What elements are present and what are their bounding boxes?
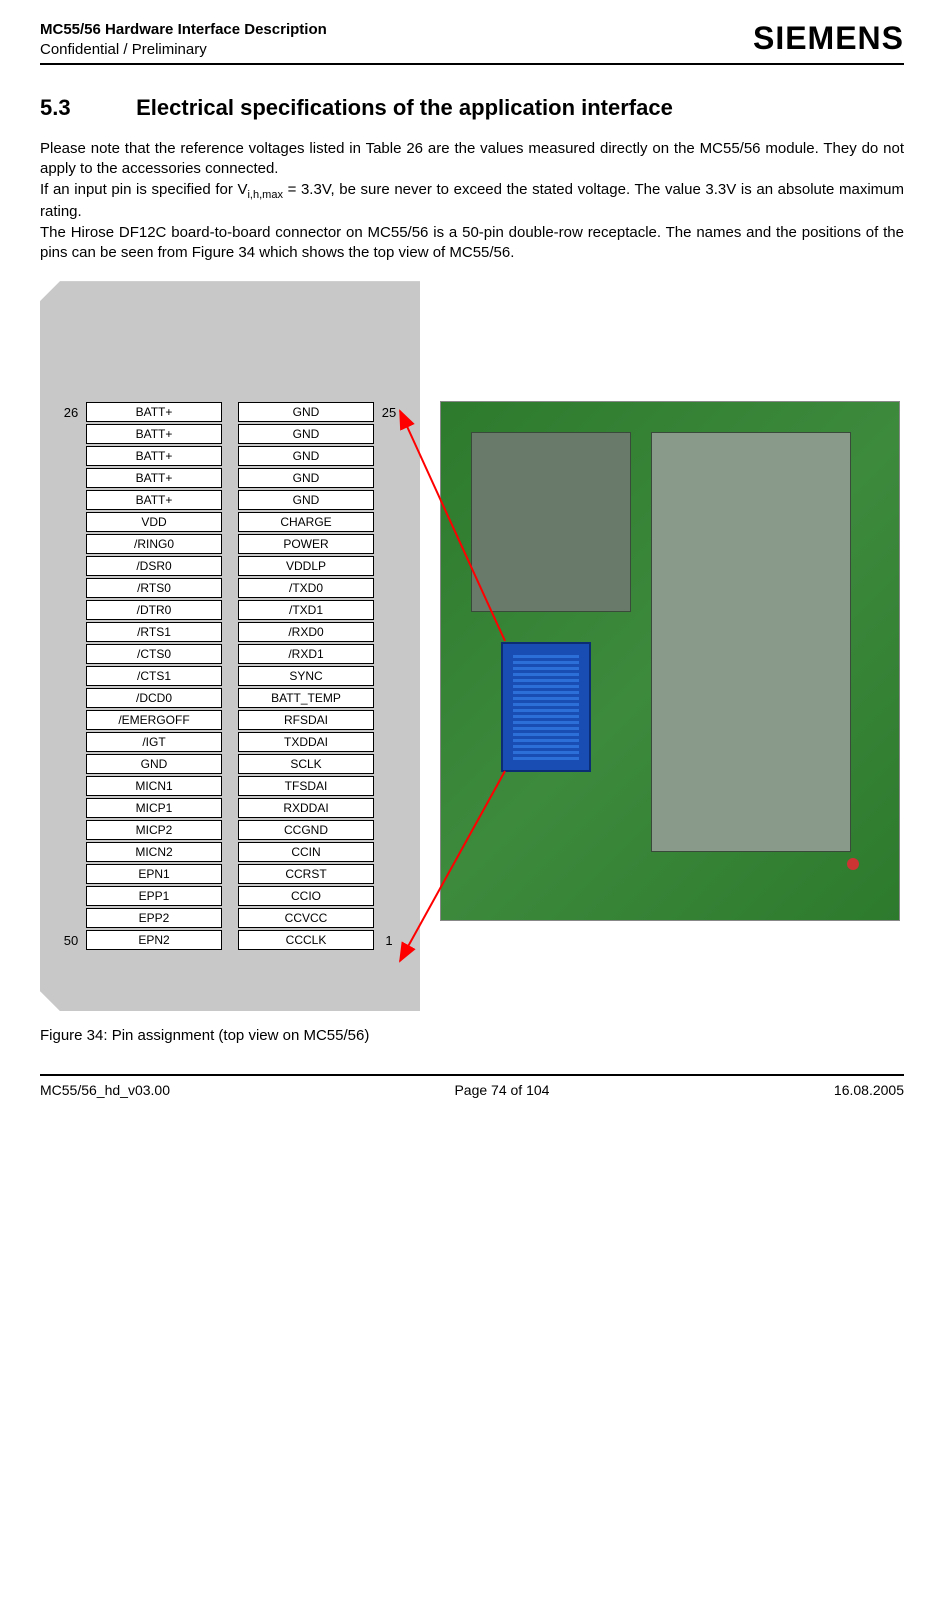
footer-center: Page 74 of 104	[454, 1082, 549, 1098]
pcb-chip-area	[471, 432, 631, 612]
pin-num-left: 50	[56, 933, 86, 948]
pin-box-left: BATT+	[86, 490, 222, 510]
pin-box-left: BATT+	[86, 402, 222, 422]
pin-box-right: CCCLK	[238, 930, 374, 950]
pin-box-left: BATT+	[86, 468, 222, 488]
pin-box-right: CCIN	[238, 842, 374, 862]
section-number: 5.3	[40, 95, 130, 121]
pin-num-right: 25	[374, 405, 404, 420]
pin-box-right: GND	[238, 468, 374, 488]
body-text: Please note that the reference voltages …	[40, 139, 904, 263]
pin-num-right: 1	[374, 933, 404, 948]
pin-box-left: EPN1	[86, 864, 222, 884]
pin-box-right: POWER	[238, 534, 374, 554]
pin-box-left: MICN1	[86, 776, 222, 796]
pin-box-right: RFSDAI	[238, 710, 374, 730]
pin-box-left: /RING0	[86, 534, 222, 554]
doc-subtitle: Confidential / Preliminary	[40, 40, 327, 60]
pin-box-left: VDD	[86, 512, 222, 532]
pin-grid: 26BATT+GND25BATT+GNDBATT+GNDBATT+GNDBATT…	[56, 401, 404, 951]
pin-box-left: /DSR0	[86, 556, 222, 576]
para-3: The Hirose DF12C board-to-board connecto…	[40, 224, 904, 261]
pin-box-right: RXDDAI	[238, 798, 374, 818]
para-2-sub: i,h,max	[247, 189, 282, 201]
header-left: MC55/56 Hardware Interface Description C…	[40, 20, 327, 59]
siemens-logo: SIEMENS	[753, 20, 904, 57]
pin-box-right: GND	[238, 490, 374, 510]
pin-box-left: EPP1	[86, 886, 222, 906]
pin-box-left: /EMERGOFF	[86, 710, 222, 730]
pcb-shield	[651, 432, 851, 852]
pin-box-left: /CTS0	[86, 644, 222, 664]
pin-box-left: EPN2	[86, 930, 222, 950]
pcb-image	[440, 401, 900, 921]
pin-box-left: MICP2	[86, 820, 222, 840]
pin-box-right: CCGND	[238, 820, 374, 840]
section-title: Electrical specifications of the applica…	[136, 95, 673, 120]
pcb-antenna-dot	[847, 858, 859, 870]
pin-box-right: BATT_TEMP	[238, 688, 374, 708]
pin-box-left: GND	[86, 754, 222, 774]
pin-box-right: GND	[238, 424, 374, 444]
pin-box-right: /TXD0	[238, 578, 374, 598]
pin-box-left: /CTS1	[86, 666, 222, 686]
pin-box-left: MICP1	[86, 798, 222, 818]
para-2-pre: If an input pin is specified for V	[40, 181, 247, 198]
pin-box-right: /RXD1	[238, 644, 374, 664]
pin-box-right: CCVCC	[238, 908, 374, 928]
pin-box-left: /IGT	[86, 732, 222, 752]
pin-box-left: EPP2	[86, 908, 222, 928]
pin-box-left: /RTS1	[86, 622, 222, 642]
pin-box-left: /DCD0	[86, 688, 222, 708]
page-footer: MC55/56_hd_v03.00 Page 74 of 104 16.08.2…	[40, 1074, 904, 1098]
pin-box-right: /TXD1	[238, 600, 374, 620]
pin-box-right: GND	[238, 446, 374, 466]
pin-num-left: 26	[56, 405, 86, 420]
figure-caption: Figure 34: Pin assignment (top view on M…	[40, 1027, 904, 1044]
pin-box-right: CCIO	[238, 886, 374, 906]
section-heading: 5.3 Electrical specifications of the app…	[40, 95, 904, 121]
pin-box-right: TFSDAI	[238, 776, 374, 796]
pin-diagram: 26BATT+GND25BATT+GNDBATT+GNDBATT+GNDBATT…	[40, 281, 420, 1011]
pin-box-left: BATT+	[86, 424, 222, 444]
pin-box-right: TXDDAI	[238, 732, 374, 752]
para-1: Please note that the reference voltages …	[40, 140, 904, 177]
pcb-connector	[501, 642, 591, 772]
pin-box-right: CCRST	[238, 864, 374, 884]
pin-box-left: /DTR0	[86, 600, 222, 620]
pin-box-right: GND	[238, 402, 374, 422]
footer-left: MC55/56_hd_v03.00	[40, 1082, 170, 1098]
pin-box-left: BATT+	[86, 446, 222, 466]
diagram-wrapper: 26BATT+GND25BATT+GNDBATT+GNDBATT+GNDBATT…	[40, 281, 904, 1011]
main-content: 26BATT+GND25BATT+GNDBATT+GNDBATT+GNDBATT…	[40, 281, 904, 1011]
pin-box-right: /RXD0	[238, 622, 374, 642]
pin-box-right: CHARGE	[238, 512, 374, 532]
pin-box-right: VDDLP	[238, 556, 374, 576]
pin-box-right: SYNC	[238, 666, 374, 686]
pin-box-left: /RTS0	[86, 578, 222, 598]
page-header: MC55/56 Hardware Interface Description C…	[40, 20, 904, 65]
footer-right: 16.08.2005	[834, 1082, 904, 1098]
pin-box-right: SCLK	[238, 754, 374, 774]
doc-title: MC55/56 Hardware Interface Description	[40, 20, 327, 40]
pin-box-left: MICN2	[86, 842, 222, 862]
